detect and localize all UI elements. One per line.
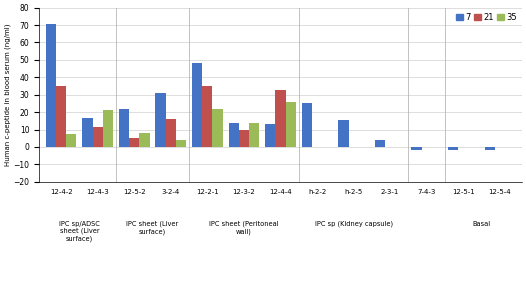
Bar [375, 140, 385, 147]
Bar [229, 123, 239, 147]
Bar [119, 109, 129, 147]
Bar [265, 124, 276, 147]
Legend: 7, 21, 35: 7, 21, 35 [453, 9, 520, 25]
Bar [192, 63, 203, 147]
Y-axis label: Human c-peptide in blood serum (ng/ml): Human c-peptide in blood serum (ng/ml) [4, 24, 11, 166]
Bar [176, 140, 186, 147]
Bar [139, 133, 149, 147]
Bar [103, 110, 113, 147]
Text: IPC sp/ADSC
sheet (Liver
surface): IPC sp/ADSC sheet (Liver surface) [59, 221, 100, 242]
Bar [93, 127, 103, 147]
Bar [129, 138, 139, 147]
Text: IPC sp (Kidney capsule): IPC sp (Kidney capsule) [315, 221, 393, 227]
Bar [286, 102, 296, 147]
Bar [249, 123, 259, 147]
Bar [338, 120, 349, 147]
Bar [276, 90, 286, 147]
Bar [239, 130, 249, 147]
Text: IPC sheet (Peritoneal
wall): IPC sheet (Peritoneal wall) [209, 221, 279, 235]
Text: IPC sheet (Liver
surface): IPC sheet (Liver surface) [126, 221, 179, 235]
Bar [411, 147, 422, 150]
Bar [302, 103, 312, 147]
Bar [56, 86, 66, 147]
Bar [213, 109, 222, 147]
Text: Basal: Basal [472, 221, 491, 227]
Bar [46, 24, 56, 147]
Bar [203, 86, 213, 147]
Bar [166, 119, 176, 147]
Bar [484, 147, 495, 151]
Bar [156, 93, 166, 147]
Bar [82, 118, 93, 147]
Bar [66, 134, 76, 147]
Bar [448, 147, 458, 150]
